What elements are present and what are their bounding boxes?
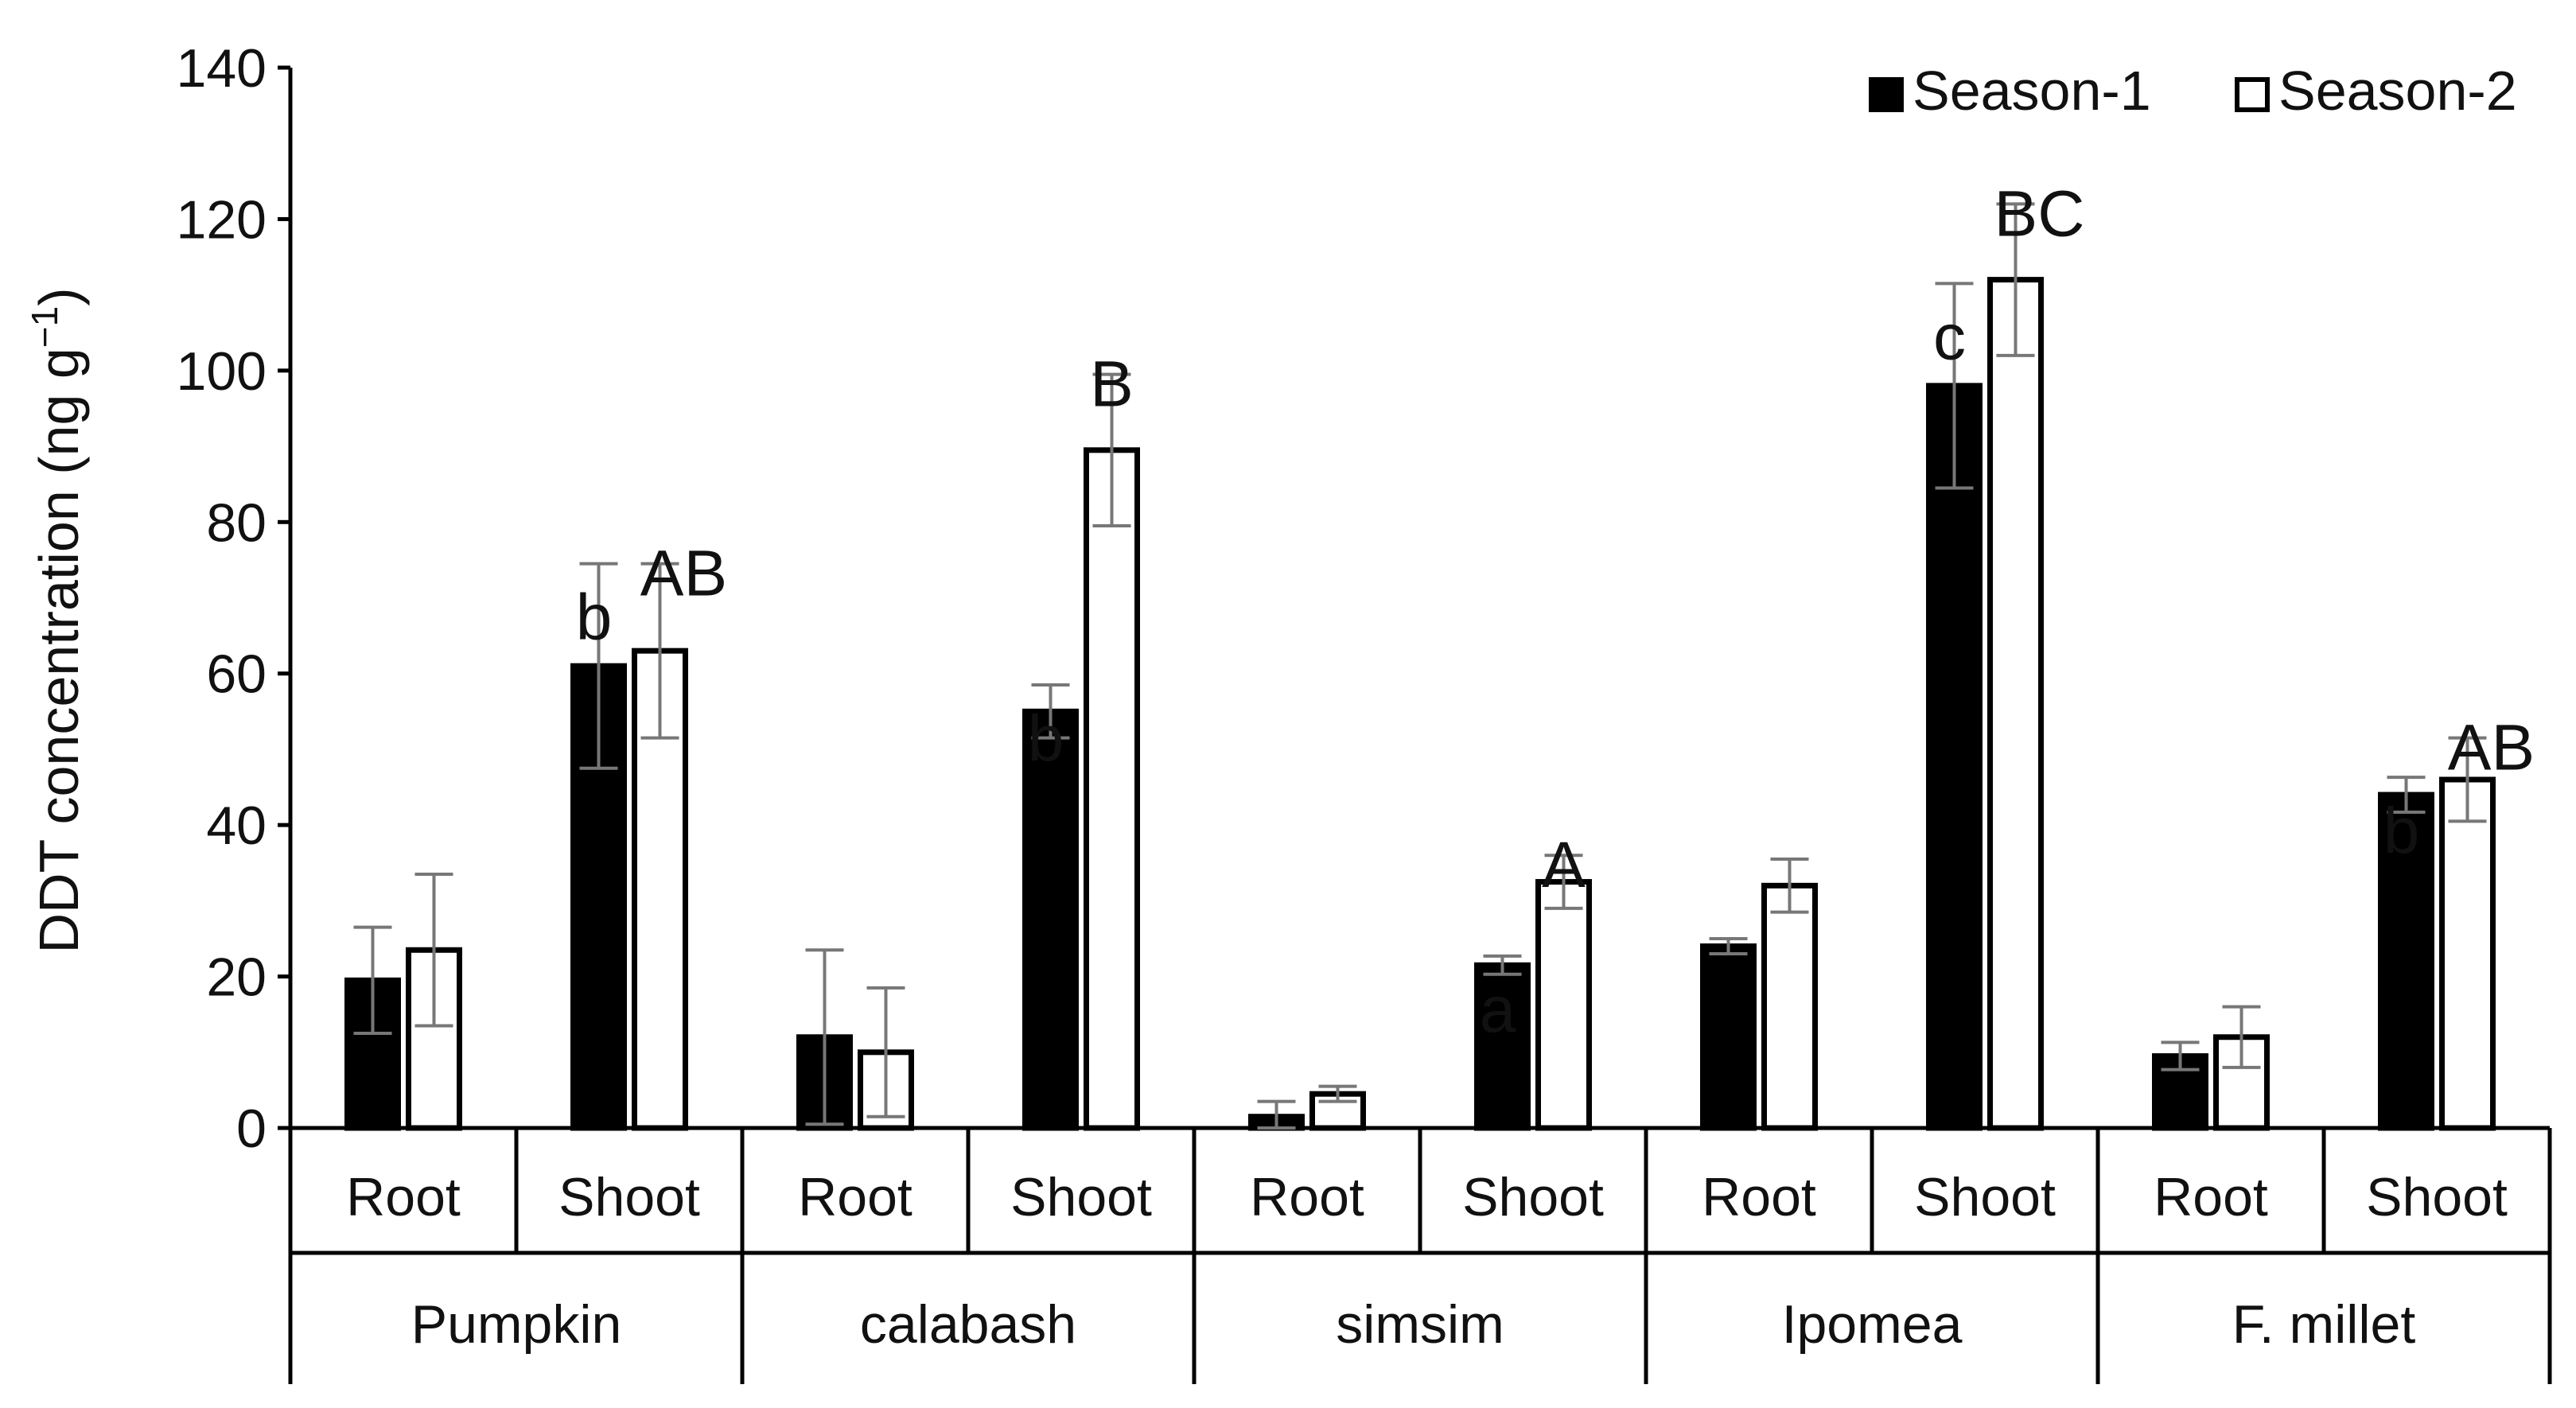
legend-swatch-season-2 [2235, 77, 2270, 112]
bar-season-1 [2378, 792, 2434, 1131]
group-label: calabash [860, 1294, 1076, 1355]
bar-season-2 [1987, 277, 2044, 1131]
significance-label: b [576, 581, 613, 654]
significance-label: b [1028, 702, 1064, 775]
bar-season-1 [1700, 943, 1757, 1131]
y-tick-label: 100 [177, 341, 267, 402]
y-axis-title: DDT concentration (ng g−1) [24, 287, 90, 953]
y-tick-label: 20 [206, 947, 267, 1008]
subcategory-label-root: Root [798, 1167, 912, 1227]
group-label: Ipomea [1782, 1294, 1963, 1355]
legend-swatch-season-1 [1869, 77, 1904, 112]
group-label: F. millet [2232, 1294, 2416, 1355]
legend-label-season-1: Season-1 [1913, 60, 2151, 122]
legend-label-season-2: Season-2 [2278, 60, 2517, 122]
y-axis-title-main: DDT concentration (ng g [28, 348, 90, 953]
bar-season-1 [1926, 383, 1983, 1131]
subcategory-label-root: Root [1702, 1167, 1816, 1227]
plot-area: 0 20 40 60 80 100 120 140 Root Shoot Root Shoot Root… [177, 38, 2552, 1384]
y-axis-title-close: ) [28, 287, 90, 305]
y-axis-title-superscript: −1 [24, 306, 65, 348]
subcategory-label-shoot: Shoot [1914, 1167, 2056, 1227]
significance-label: c [1933, 301, 1966, 373]
bar-season-2 [2439, 776, 2496, 1131]
group-label: simsim [1336, 1294, 1504, 1355]
y-tick-label: 60 [206, 644, 267, 705]
bar-season-2 [1084, 447, 1140, 1131]
bar-season-1 [2152, 1053, 2208, 1131]
group-label: Pumpkin [411, 1294, 622, 1355]
subcategory-label-shoot: Shoot [2366, 1167, 2508, 1227]
subcategory-label-shoot: Shoot [558, 1167, 700, 1227]
y-tick-label: 120 [177, 189, 267, 250]
bar-season-2 [1761, 882, 1818, 1131]
y-tick-label: 140 [177, 38, 267, 99]
subcategory-label-shoot: Shoot [1010, 1167, 1152, 1227]
significance-label: BC [1994, 177, 2085, 250]
subcategory-label-root: Root [2154, 1167, 2268, 1227]
significance-label: b [2383, 795, 2420, 867]
significance-label: AB [640, 538, 727, 610]
bar-season-2 [1535, 879, 1592, 1131]
significance-label: AB [2448, 712, 2535, 784]
y-tick-label: 80 [206, 492, 267, 553]
subcategory-label-root: Root [1250, 1167, 1364, 1227]
subcategory-label-root: Root [346, 1167, 461, 1227]
significance-label: a [1480, 974, 1516, 1046]
y-tick-label: 40 [206, 795, 267, 856]
subcategory-label-shoot: Shoot [1462, 1167, 1604, 1227]
y-tick-label: 0 [236, 1099, 267, 1159]
significance-label: A [1542, 829, 1586, 901]
significance-label: B [1090, 348, 1134, 421]
